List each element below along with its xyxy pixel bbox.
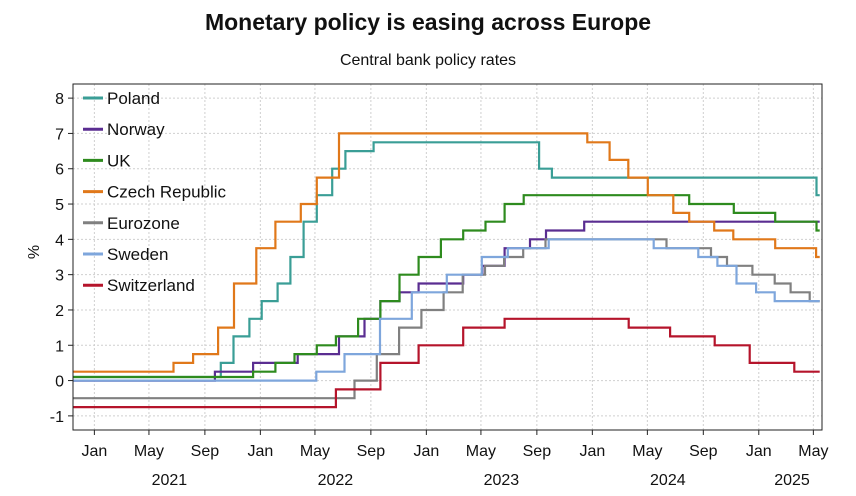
series-line-uk <box>73 194 820 379</box>
series-line-poland <box>73 141 820 379</box>
legend-label: UK <box>107 151 131 170</box>
x-tick-label: Sep <box>689 443 718 460</box>
legend: Poland Norway UK Czech Republic Eurozone Swed… <box>83 89 227 295</box>
legend-label: Poland <box>107 89 160 108</box>
x-tick-label: May <box>134 443 164 460</box>
legend-label: Czech Republic <box>107 183 227 202</box>
x-tick-label: May <box>300 443 330 460</box>
x-tick-label: Jan <box>579 443 605 460</box>
x-tick-label: Jan <box>413 443 439 460</box>
y-tick-label: 3 <box>55 268 64 285</box>
y-tick-label: 0 <box>55 374 64 391</box>
series-line-eurozone <box>73 238 820 400</box>
x-tick-label: Sep <box>357 443 386 460</box>
y-tick-label: 2 <box>55 303 64 320</box>
series-line-norway <box>73 220 820 382</box>
legend-label: Sweden <box>107 245 168 264</box>
y-tick-label: 5 <box>55 197 64 214</box>
legend-label: Norway <box>107 120 165 139</box>
legend-label: Switzerland <box>107 276 195 295</box>
series-lines <box>73 132 820 409</box>
legend-label: Eurozone <box>107 214 180 233</box>
y-tick-label: -1 <box>50 409 64 426</box>
x-tick-label: Jan <box>81 443 107 460</box>
axes: -1 0 1 2 3 4 5 6 7 8 Jan May Sep Jan May Sep Jan May Sep Ja… <box>50 91 829 489</box>
y-tick-label: 4 <box>55 232 64 249</box>
x-year-label: 2025 <box>774 472 810 489</box>
chart-title: Monetary policy is easing across Europe <box>205 9 651 35</box>
series-line-sweden <box>73 238 820 382</box>
series-line-switzerland <box>73 317 820 409</box>
x-year-label: 2021 <box>152 472 188 489</box>
x-year-label: 2024 <box>650 472 686 489</box>
y-axis-label: % <box>26 245 43 259</box>
x-tick-label: May <box>632 443 662 460</box>
series-line-czech-republic <box>73 132 820 373</box>
chart-subtitle: Central bank policy rates <box>340 52 516 69</box>
x-tick-label: Sep <box>523 443 552 460</box>
x-year-label: 2022 <box>318 472 354 489</box>
x-tick-label: Jan <box>746 443 772 460</box>
plot-frame <box>72 83 823 431</box>
x-tick-label: Sep <box>191 443 220 460</box>
x-tick-label: May <box>466 443 496 460</box>
y-tick-label: 8 <box>55 91 64 108</box>
x-tick-label: Jan <box>247 443 273 460</box>
y-tick-label: 1 <box>55 338 64 355</box>
y-tick-label: 6 <box>55 162 64 179</box>
x-year-label: 2023 <box>484 472 520 489</box>
y-tick-label: 7 <box>55 126 64 143</box>
x-tick-label: May <box>798 443 828 460</box>
